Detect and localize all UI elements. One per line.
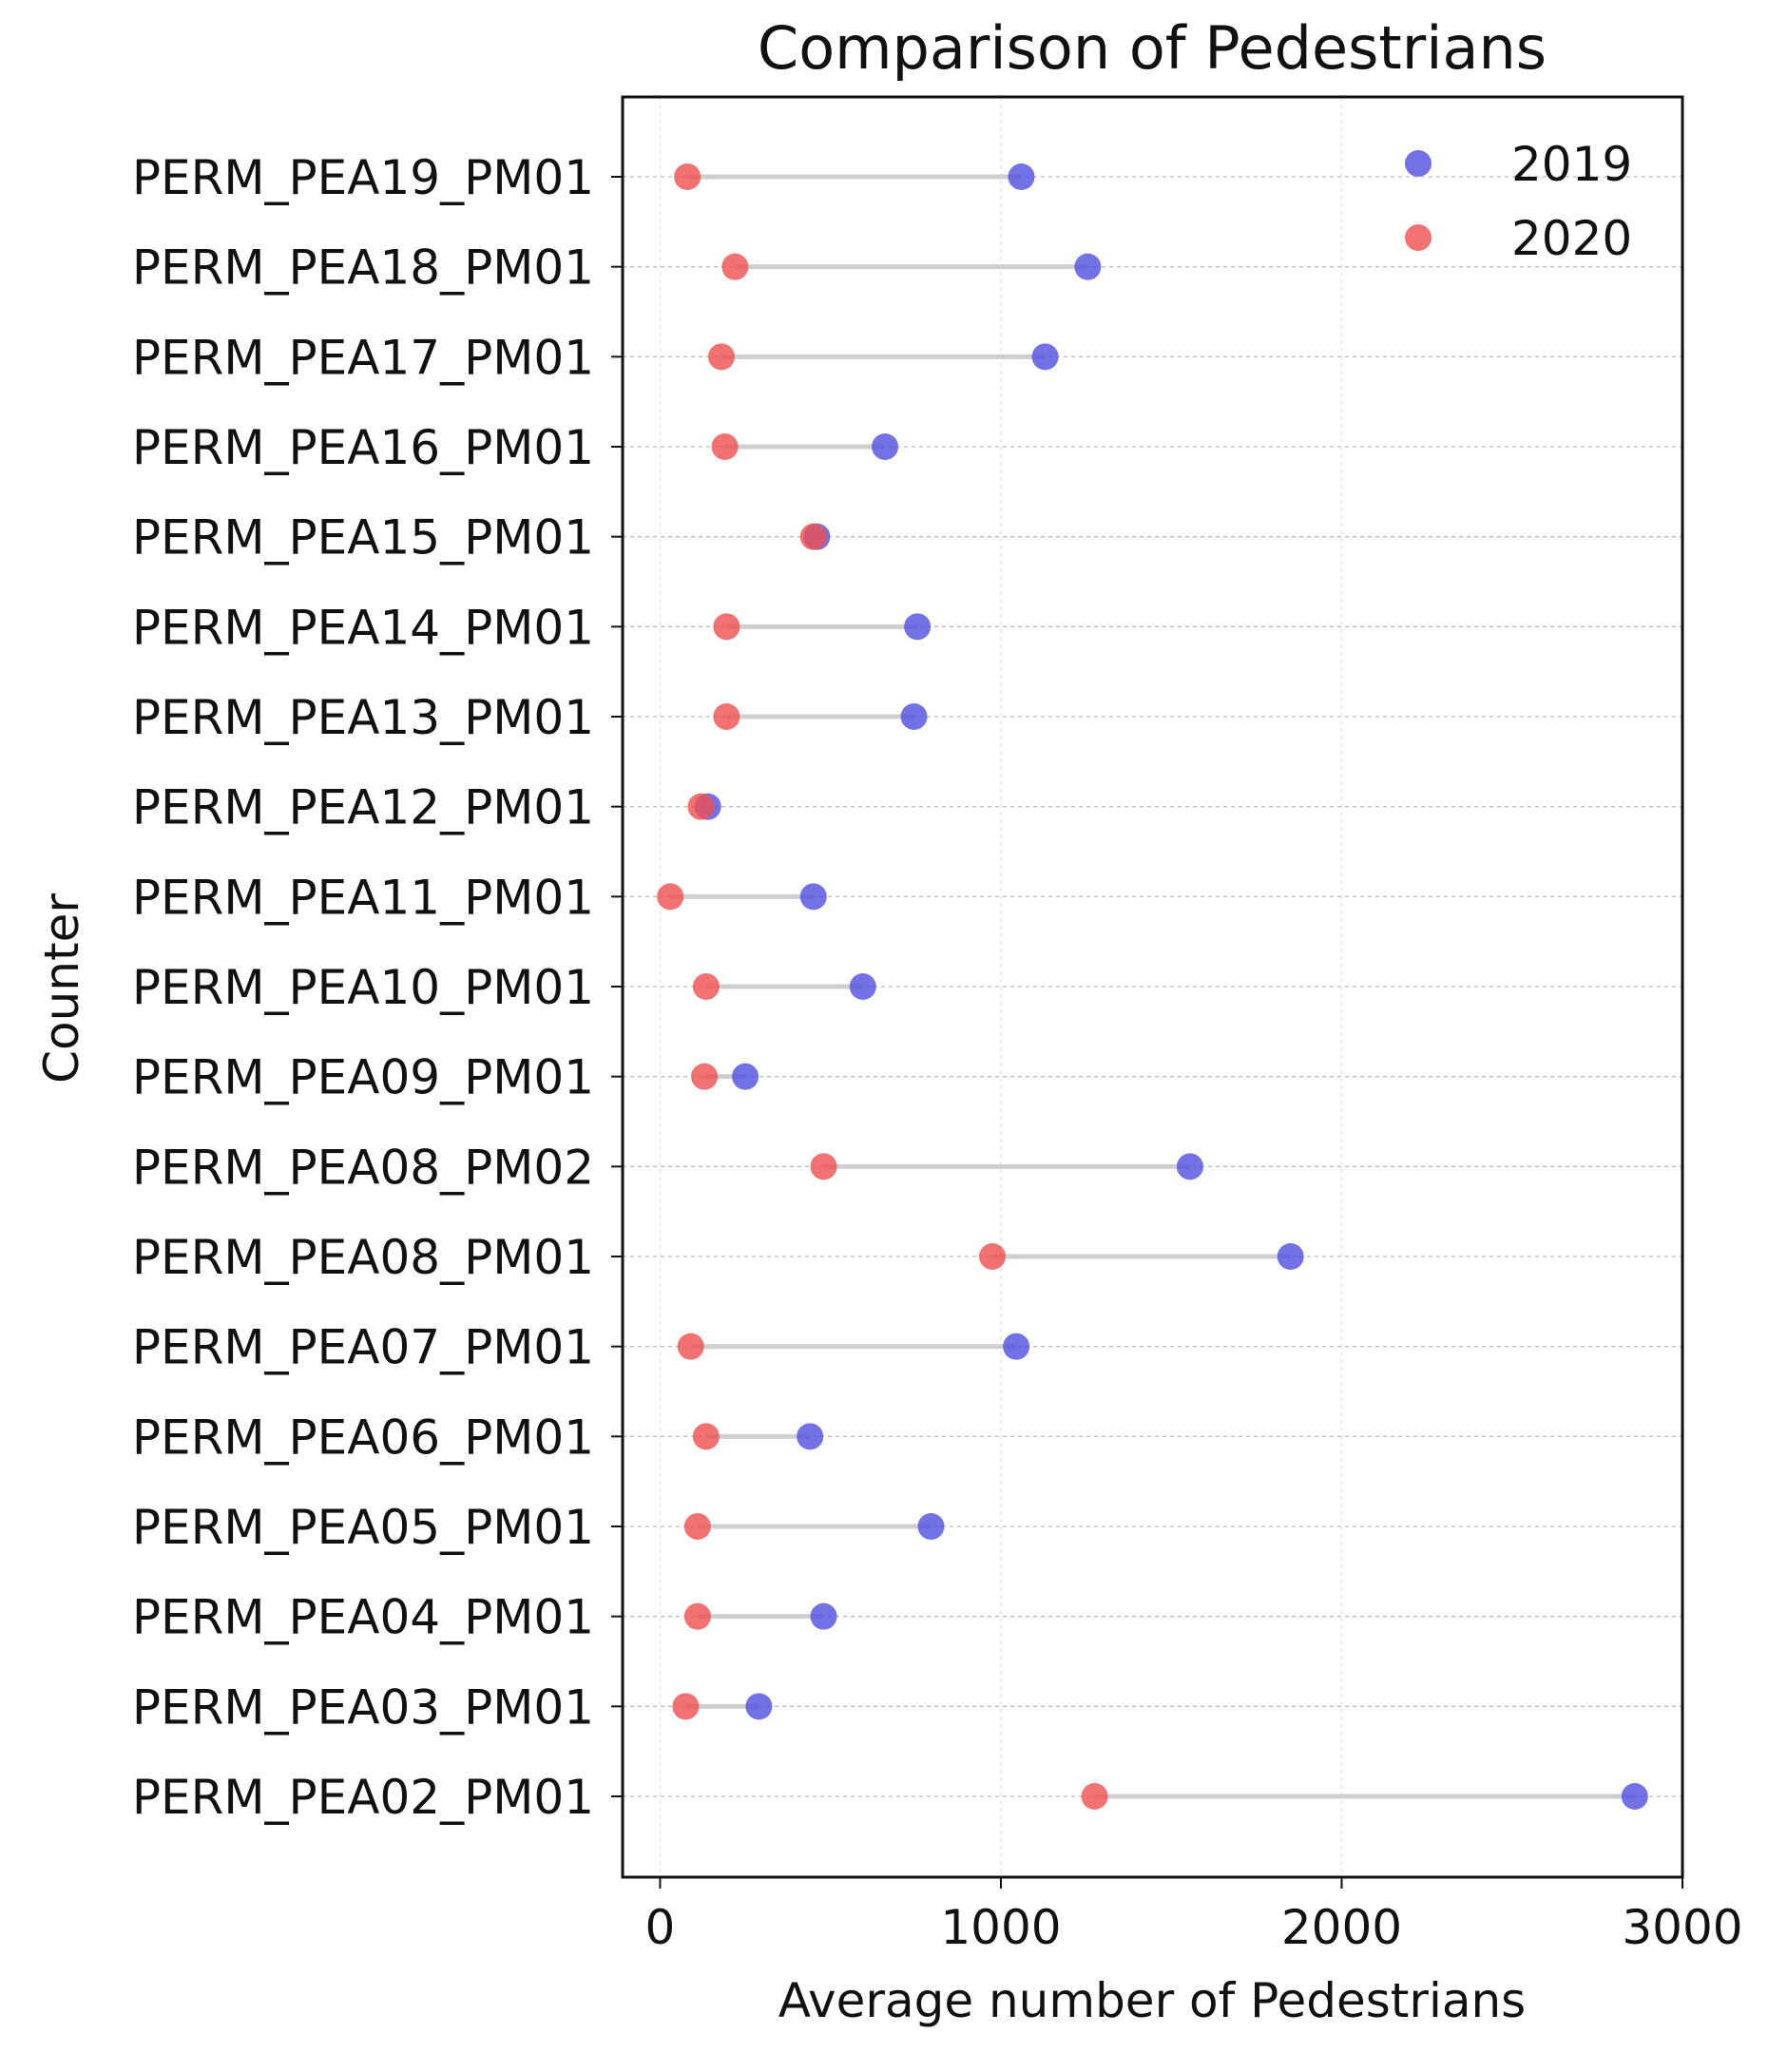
point-2020 [677,1333,704,1360]
legend-label-2020: 2020 [1511,211,1632,266]
x-tick-label: 2000 [1281,1900,1402,1955]
x-tick-label: 3000 [1622,1900,1742,1955]
point-2019 [732,1063,759,1090]
legend-marker-2019 [1405,150,1432,177]
y-tick-label: PERM_PEA05_PM01 [132,1500,594,1555]
point-2019 [849,973,876,1000]
y-tick-label: PERM_PEA15_PM01 [132,510,594,566]
point-2020 [692,973,720,1000]
y-tick-label: PERM_PEA06_PM01 [132,1410,594,1465]
point-2020 [683,1602,711,1630]
point-2019 [1031,343,1059,371]
point-2020 [672,1693,700,1720]
point-2020 [978,1243,1006,1270]
y-tick-label: PERM_PEA08_PM02 [132,1140,594,1195]
chart-title: Comparison of Pedestrians [758,13,1547,83]
y-tick-label: PERM_PEA12_PM01 [132,780,594,835]
y-tick-label: PERM_PEA07_PM01 [132,1320,594,1375]
point-2020 [721,253,749,280]
y-tick-label: PERM_PEA14_PM01 [132,600,594,655]
point-2019 [745,1693,773,1720]
y-tick-label: PERM_PEA03_PM01 [132,1679,594,1735]
points [657,163,1648,1810]
y-tick-label: PERM_PEA04_PM01 [132,1590,594,1645]
point-2020 [683,1513,711,1540]
point-2019 [1003,1333,1030,1360]
legend-label-2019: 2019 [1511,137,1632,192]
y-tick-label: PERM_PEA11_PM01 [132,870,594,925]
point-2020 [692,1423,720,1450]
y-tick-label: PERM_PEA18_PM01 [132,240,594,296]
point-2020 [687,793,715,820]
point-2019 [900,703,928,730]
y-tick-label: PERM_PEA17_PM01 [132,330,594,385]
point-2020 [711,433,739,460]
point-2019 [904,613,932,641]
point-2019 [810,1602,837,1630]
point-2020 [713,703,740,730]
point-2020 [707,343,735,371]
x-tick-label: 0 [645,1900,676,1955]
point-2019 [872,433,899,460]
y-tick-label: PERM_PEA09_PM01 [132,1050,594,1105]
y-tick-label: PERM_PEA02_PM01 [132,1770,594,1825]
point-2020 [799,523,827,550]
point-2019 [799,883,827,911]
point-2019 [1277,1243,1304,1270]
y-tick-label: PERM_PEA10_PM01 [132,960,594,1015]
y-tick-label: PERM_PEA08_PM01 [132,1230,594,1285]
point-2020 [657,883,684,911]
point-2020 [691,1063,719,1090]
point-2019 [1621,1783,1648,1810]
x-ticks: 0 1000 2000 3000 [645,1877,1743,1955]
legend-marker-2020 [1405,224,1432,251]
x-axis-label: Average number of Pedestrians [778,1973,1526,2028]
point-2020 [713,613,740,641]
point-2019 [1008,163,1035,190]
plot-frame [621,95,1684,1879]
point-2019 [1074,253,1102,280]
point-2020 [1081,1783,1108,1810]
y-tick-label: PERM_PEA19_PM01 [132,150,594,205]
y-tick-label: PERM_PEA13_PM01 [132,690,594,745]
point-2019 [1176,1153,1203,1180]
y-ticks: PERM_PEA19_PM01 PERM_PEA18_PM01 PERM_PEA17… [132,150,623,1825]
y-axis-label: Counter [34,893,89,1084]
point-2019 [917,1513,945,1540]
point-2019 [797,1423,824,1450]
x-tick-label: 1000 [940,1900,1061,1955]
y-tick-label: PERM_PEA16_PM01 [132,420,594,475]
connectors [670,174,1635,1799]
point-2020 [810,1153,837,1180]
point-2020 [674,163,701,190]
legend: 2019 2020 [1405,137,1632,266]
